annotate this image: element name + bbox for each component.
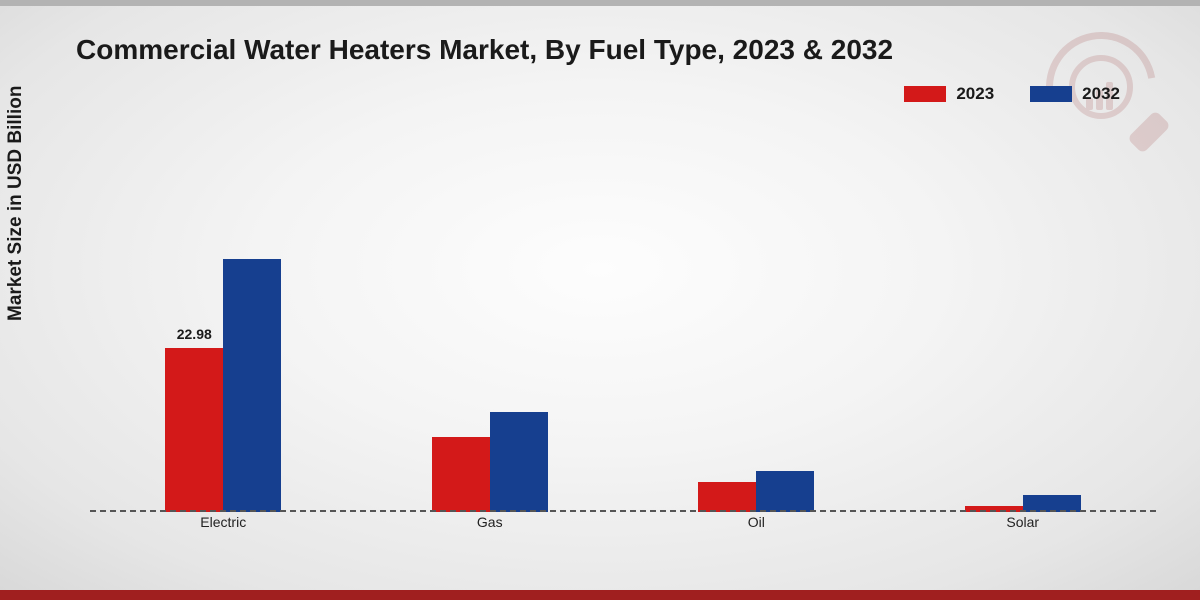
chart-title: Commercial Water Heaters Market, By Fuel…: [76, 34, 893, 66]
x-axis-labels: Electric Gas Oil Solar: [90, 514, 1156, 536]
chart-legend: 2023 2032: [904, 84, 1120, 104]
y-axis-label: Market Size in USD Billion: [5, 86, 27, 321]
xlabel-oil: Oil: [686, 514, 826, 536]
xlabel-electric: Electric: [153, 514, 293, 536]
chart-frame: Commercial Water Heaters Market, By Fuel…: [0, 0, 1200, 600]
plot-area: 22.98 Electric Gas Oil Solar: [90, 156, 1156, 536]
group-electric: 22.98: [165, 259, 281, 512]
xlabel-gas: Gas: [420, 514, 560, 536]
xlabel-solar: Solar: [953, 514, 1093, 536]
group-oil: [698, 471, 814, 512]
legend-label-2032: 2032: [1082, 84, 1120, 104]
legend-item-2023: 2023: [904, 84, 994, 104]
bar-oil-2023: [698, 482, 756, 512]
legend-label-2023: 2023: [956, 84, 994, 104]
legend-swatch-2032: [1030, 86, 1072, 102]
x-axis-baseline: [90, 510, 1156, 512]
bar-groups: 22.98: [90, 156, 1156, 512]
group-gas: [432, 412, 548, 512]
legend-item-2032: 2032: [1030, 84, 1120, 104]
bar-oil-2032: [756, 471, 814, 512]
bar-electric-2023: 22.98: [165, 348, 223, 512]
bar-gas-2032: [490, 412, 548, 512]
bar-value-label: 22.98: [177, 326, 212, 342]
bar-electric-2032: [223, 259, 281, 512]
legend-swatch-2023: [904, 86, 946, 102]
bar-gas-2023: [432, 437, 490, 512]
